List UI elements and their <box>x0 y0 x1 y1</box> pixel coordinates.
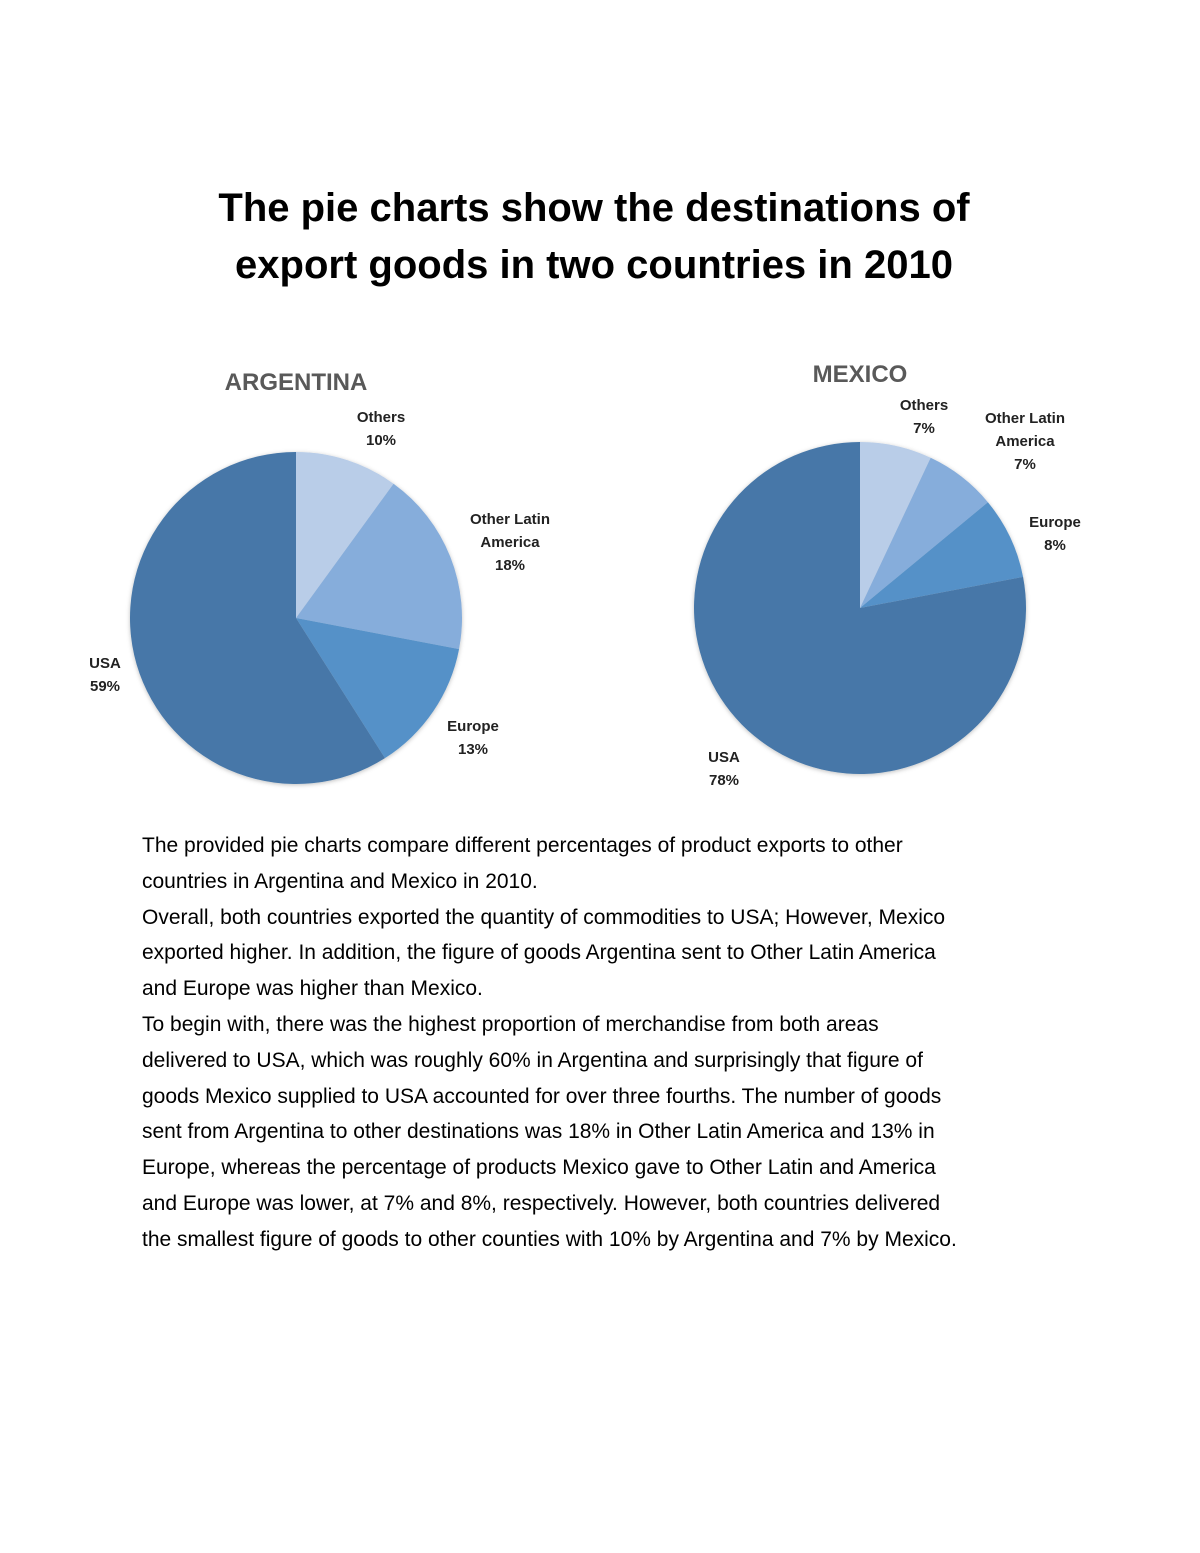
pie-slice-other-latin-america <box>296 483 462 650</box>
pie-slice-others <box>296 452 394 618</box>
data-label: Europe 13% <box>447 718 499 758</box>
essay-line: delivered to USA, which was roughly 60% … <box>142 1048 923 1072</box>
data-label: Other Latin America 18% <box>470 511 550 574</box>
pie-slice-usa <box>129 452 385 785</box>
data-label: Other Latin America 7% <box>985 410 1065 473</box>
chart-title: ARGENTINA <box>225 369 368 396</box>
title-line: The pie charts show the destinations of <box>218 186 970 230</box>
essay-line: the smallest figure of goods to other co… <box>142 1227 957 1251</box>
pie-slice-europe <box>860 502 1024 608</box>
data-label: USA 59% <box>89 655 121 695</box>
essay-line: countries in Argentina and Mexico in 201… <box>142 869 538 893</box>
pie-charts: ARGENTINA Others 10% Other Latin America 18%… <box>89 361 1081 789</box>
chart-title: MEXICO <box>813 361 908 388</box>
pie-slice-europe <box>296 618 460 759</box>
pie-slice-others <box>860 442 931 608</box>
page-title: The pie charts show the destinations of … <box>0 180 1188 294</box>
essay-line: sent from Argentina to other destination… <box>142 1120 935 1144</box>
essay-text: The provided pie charts compare differen… <box>142 828 1102 1258</box>
essay-line: and Europe was higher than Mexico. <box>142 977 483 1001</box>
pie-slice-other-latin-america <box>860 457 988 608</box>
essay-line: goods Mexico supplied to USA accounted f… <box>142 1084 942 1108</box>
essay-line: Overall, both countries exported the qua… <box>142 905 946 929</box>
data-label: Europe 8% <box>1029 514 1081 554</box>
data-label: Others 10% <box>357 409 405 449</box>
data-label: USA 78% <box>708 749 740 789</box>
title-line: export goods in two countries in 2010 <box>235 243 953 287</box>
essay-line: To begin with, there was the highest pro… <box>142 1012 879 1036</box>
essay-line: The provided pie charts compare differen… <box>142 834 903 857</box>
argentina-pie-chart: ARGENTINA Others 10% Other Latin America 18%… <box>89 369 550 785</box>
essay-line: exported higher. In addition, the figure… <box>142 941 936 965</box>
essay-line: and Europe was lower, at 7% and 8%, resp… <box>142 1191 941 1215</box>
essay-line: Europe, whereas the percentage of produc… <box>142 1156 936 1180</box>
mexico-pie-chart: MEXICO Others 7% Other Latin America 7% Europ… <box>694 361 1081 789</box>
pie-slice-usa <box>694 442 1026 774</box>
data-label: Others 7% <box>900 397 948 437</box>
